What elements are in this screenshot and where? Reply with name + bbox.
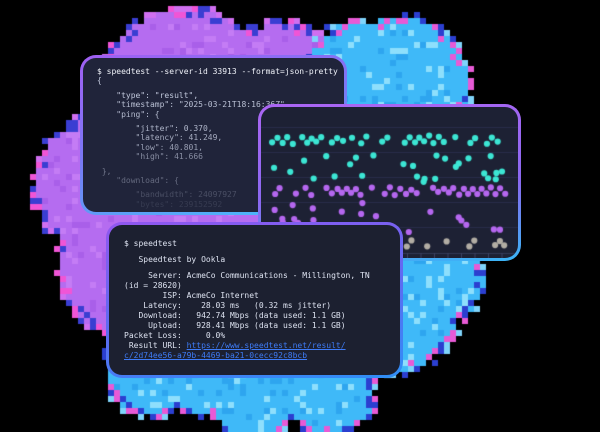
terminal-text: Result URL: bbox=[124, 341, 187, 350]
terminal-text: Download: 942.74 Mbps (data used: 1.1 GB… bbox=[124, 311, 346, 320]
terminal-text: ISP: AcmeCo Internet bbox=[124, 291, 259, 300]
terminal-body: $ speedtest Speedtest by Ookla Server: A… bbox=[109, 225, 400, 375]
terminal-line: "bandwidth": 24097927 bbox=[97, 190, 237, 200]
terminal-line: "latency": 41.249, bbox=[97, 133, 223, 143]
upload-line: Upload: 928.41 Mbps (data used: 1.1 GB) bbox=[124, 321, 400, 331]
terminal-line: "jitter": 0.370, bbox=[97, 124, 213, 134]
terminal-line: "high": 41.666 bbox=[97, 152, 203, 162]
terminal-line: }, bbox=[97, 166, 112, 176]
isp-line: ISP: AcmeCo Internet bbox=[124, 291, 400, 301]
server-id-line: (id = 28620) bbox=[124, 281, 400, 291]
terminal-line: "download": { bbox=[97, 176, 179, 186]
terminal-text: Latency: 28.03 ms (0.32 ms jitter) bbox=[124, 301, 332, 310]
terminal-text: $ speedtest bbox=[124, 239, 177, 248]
terminal-text: Packet Loss: 0.0% bbox=[124, 331, 226, 340]
result-url-link[interactable]: c/2d74ee56-a79b-4469-ba21-0cecc92c8bcb bbox=[124, 351, 308, 360]
command-line: $ speedtest --server-id 33913 --format=j… bbox=[97, 67, 338, 76]
terminal-line: "low": 40.801, bbox=[97, 142, 203, 152]
terminal-line: "ping": { bbox=[97, 109, 160, 119]
app-title-line: Speedtest by Ookla bbox=[124, 255, 400, 265]
terminal-text: (id = 28620) bbox=[124, 281, 182, 290]
command-line: $ speedtest bbox=[124, 239, 400, 249]
terminal-text: Upload: 928.41 Mbps (data used: 1.1 GB) bbox=[124, 321, 346, 330]
terminal-line: { bbox=[97, 76, 102, 86]
terminal-line: "type": "result", bbox=[97, 90, 199, 100]
terminal-line: "timestamp": "2025-03-21T18:16:36Z", bbox=[97, 100, 290, 110]
download-line: Download: 942.74 Mbps (data used: 1.1 GB… bbox=[124, 311, 400, 321]
terminal-text: Speedtest by Ookla bbox=[124, 255, 226, 264]
packet-loss-line: Packet Loss: 0.0% bbox=[124, 331, 400, 341]
latency-line: Latency: 28.03 ms (0.32 ms jitter) bbox=[124, 301, 400, 311]
terminal-window-speedtest-result: $ speedtest Speedtest by Ookla Server: A… bbox=[106, 222, 403, 378]
result-url-line: Result URL: https://www.speedtest.net/re… bbox=[124, 341, 400, 351]
terminal-text: Server: AcmeCo Communications - Millingt… bbox=[124, 271, 370, 280]
terminal-line: "bytes": 239152592 bbox=[97, 199, 223, 209]
server-line: Server: AcmeCo Communications - Millingt… bbox=[124, 271, 400, 281]
result-url-line-2: c/2d74ee56-a79b-4469-ba21-0cecc92c8bcb bbox=[124, 351, 400, 361]
result-url-link[interactable]: https://www.speedtest.net/result/ bbox=[186, 341, 346, 350]
